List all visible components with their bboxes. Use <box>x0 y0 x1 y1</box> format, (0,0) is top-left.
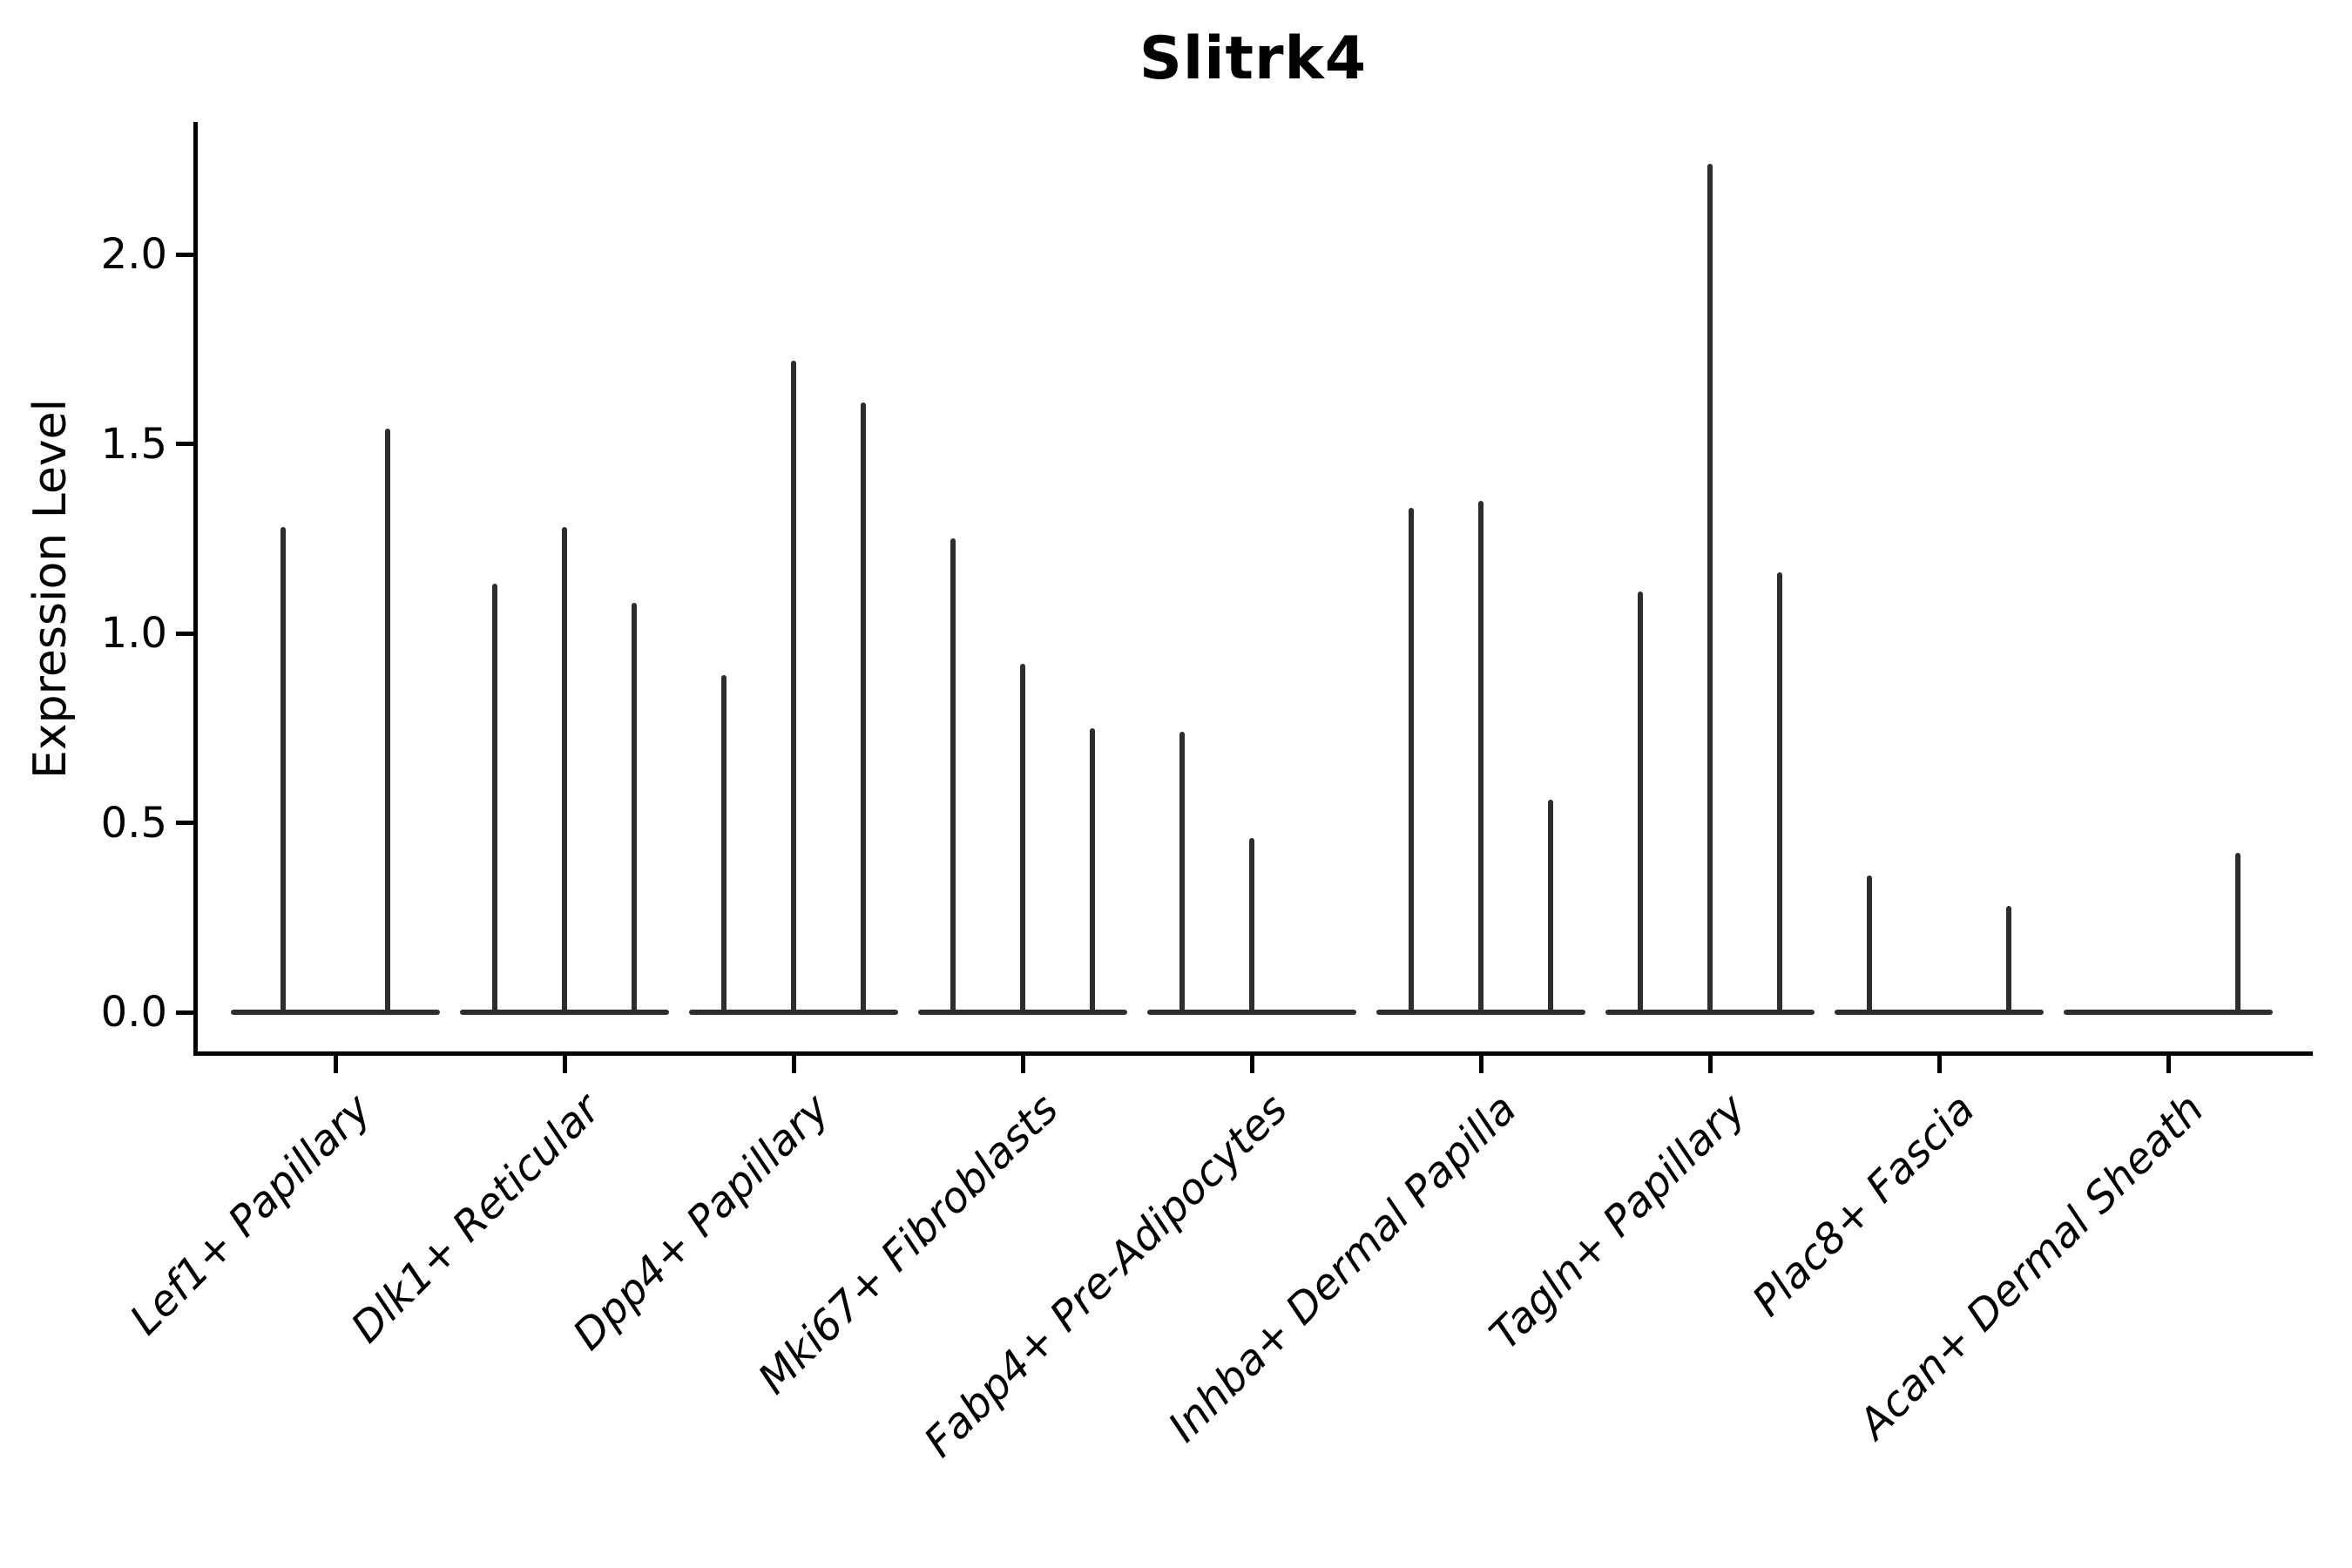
violin-spike <box>562 527 567 1015</box>
y-axis-tick <box>176 1010 193 1015</box>
violin-spike <box>721 674 727 1015</box>
violin-spike <box>492 584 497 1015</box>
violin-baseline <box>1835 1010 2044 1015</box>
violin-spike <box>1409 508 1414 1015</box>
violin-spike <box>1179 732 1185 1015</box>
violin-spike <box>1707 163 1713 1015</box>
x-axis-tick <box>791 1056 796 1073</box>
violin-spike <box>1867 875 1872 1015</box>
x-axis-tick <box>1936 1056 1942 1073</box>
violin-baseline <box>2064 1010 2273 1015</box>
violin-spike <box>280 527 286 1015</box>
x-axis-tick <box>1020 1056 1025 1073</box>
x-axis-tick <box>1249 1056 1254 1073</box>
x-tick-label: Tagln+ Papillary <box>1480 1085 1755 1360</box>
y-tick-label: 2.0 <box>100 230 167 279</box>
y-tick-label: 0.0 <box>100 988 167 1037</box>
x-tick-label: Dlk1+ Reticular <box>341 1085 610 1353</box>
x-axis-tick <box>333 1056 338 1073</box>
violin-spike <box>1249 837 1254 1015</box>
x-axis-tick <box>1707 1056 1713 1073</box>
x-tick-label: Dpp4+ Papillary <box>564 1085 839 1360</box>
x-axis-tick <box>1478 1056 1484 1073</box>
violin-spike <box>861 402 866 1015</box>
y-tick-label: 1.0 <box>100 609 167 658</box>
violin-spike <box>1478 500 1484 1015</box>
violin-baseline <box>231 1010 440 1015</box>
y-axis-tick <box>176 442 193 446</box>
y-axis-tick <box>176 252 193 257</box>
x-axis-tick <box>2166 1056 2171 1073</box>
y-axis-tick <box>176 821 193 825</box>
violin-spike <box>385 429 390 1015</box>
violin-spike <box>950 538 956 1015</box>
x-axis-tick <box>562 1056 567 1073</box>
violin-spike <box>632 603 637 1015</box>
violin-spike <box>791 360 796 1015</box>
y-axis-tick <box>176 631 193 636</box>
violin-spike <box>1090 727 1095 1015</box>
violin-spike <box>1777 572 1782 1015</box>
violin-spike <box>1020 663 1025 1015</box>
violin-spike <box>2006 906 2011 1015</box>
plot-area <box>193 122 2313 1056</box>
y-tick-label: 1.5 <box>100 419 167 469</box>
chart-title: Slitrk4 <box>1139 24 1368 93</box>
x-tick-label: Lef1+ Papillary <box>120 1085 381 1345</box>
x-tick-label: Plac8+ Fascia <box>1743 1085 1984 1326</box>
y-tick-label: 0.5 <box>100 798 167 848</box>
violin-spike <box>1548 800 1553 1015</box>
violin-spike <box>2235 853 2240 1015</box>
violin-spike <box>1638 591 1643 1015</box>
